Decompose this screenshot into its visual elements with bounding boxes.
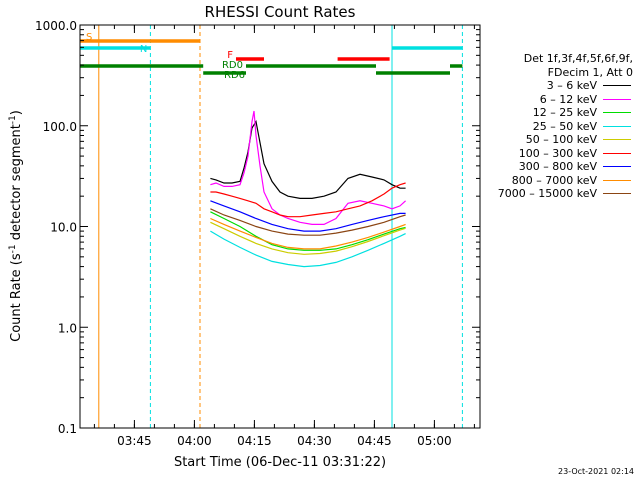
legend-entry-label: 100 – 300 keV xyxy=(518,146,597,160)
legend-entry: 50 – 100 keV xyxy=(483,133,633,147)
legend-swatch xyxy=(603,112,631,113)
legend-swatch xyxy=(603,85,631,86)
y-tick-label-4: 0.1 xyxy=(58,422,77,436)
legend-entry: 100 – 300 keV xyxy=(483,147,633,161)
y-tick-label-3: 1.0 xyxy=(58,321,77,335)
legend: Det 1f,3f,4f,5f,6f,9f, FDecim 1, Att 0 3… xyxy=(483,52,633,201)
legend-entry-label: 6 – 12 keV xyxy=(539,92,597,106)
legend-entry-label: 7000 – 15000 keV xyxy=(497,187,597,200)
series-line-7 xyxy=(210,217,406,250)
series-line-3 xyxy=(210,230,406,268)
legend-entry: 25 – 50 keV xyxy=(483,120,633,134)
legend-swatch xyxy=(603,166,631,167)
legend-entry-label: 12 – 25 keV xyxy=(532,106,597,119)
x-tick-label-1: 04:00 xyxy=(177,434,212,448)
legend-swatch xyxy=(603,179,631,181)
legend-entry: 12 – 25 keV xyxy=(483,106,633,120)
y-tick-label-0: 1000.0 xyxy=(35,19,77,33)
legend-entry-label: 800 – 7000 keV xyxy=(511,173,597,187)
x-tick-label-5: 05:00 xyxy=(417,434,452,448)
series-line-1 xyxy=(210,110,407,225)
state-bar-label-n: N xyxy=(140,44,147,55)
series-line-4 xyxy=(210,221,406,255)
legend-header-line-1: Det 1f,3f,4f,5f,6f,9f, xyxy=(523,52,633,65)
legend-swatch xyxy=(603,125,631,127)
legend-entry-label: 50 – 100 keV xyxy=(525,133,597,146)
series-line-0 xyxy=(210,119,406,199)
legend-entry: 3 – 6 keV xyxy=(483,79,633,93)
legend-entry-label: 25 – 50 keV xyxy=(532,119,597,133)
state-bar-label-s: S xyxy=(86,32,92,43)
x-tick-label-2: 04:15 xyxy=(237,434,272,448)
axes: 1000.0 100.0 10.0 1.0 0.1 03:45 04:00 04:15 04:3… xyxy=(35,19,480,448)
state-bar-label-f: F xyxy=(227,50,233,61)
legend-entry: 7000 – 15000 keV xyxy=(483,187,633,201)
state-bar-label-rd6: RD6 xyxy=(224,70,245,81)
legend-swatch xyxy=(603,139,631,140)
series-line-8 xyxy=(210,208,406,236)
y-axis-label: Count Rate (s-1 detector segment-1) xyxy=(8,110,24,342)
series-line-6 xyxy=(210,200,406,232)
legend-entry: 6 – 12 keV xyxy=(483,93,633,107)
legend-entry-label: 3 – 6 keV xyxy=(546,79,597,92)
y-tick-label-2: 10.0 xyxy=(50,221,77,235)
series-line-2 xyxy=(210,211,406,251)
x-tick-label-3: 04:30 xyxy=(297,434,332,448)
legend-swatch xyxy=(603,193,631,194)
state-bar-label-rd0: RD0 xyxy=(222,60,243,71)
x-tick-label-4: 04:45 xyxy=(357,434,392,448)
legend-header-line-2: FDecim 1, Att 0 xyxy=(547,65,633,79)
chart-title: RHESSI Count Rates xyxy=(205,3,356,21)
generation-timestamp: 23-Oct-2021 02:14 xyxy=(558,467,634,476)
x-axis-label: Start Time (06-Dec-11 03:31:22) xyxy=(174,455,386,470)
series-line-5 xyxy=(210,182,406,218)
y-tick-label-1: 100.0 xyxy=(43,120,77,134)
x-tick-label-0: 03:45 xyxy=(117,434,152,448)
legend-swatch xyxy=(603,98,631,100)
legend-entry: 300 – 800 keV xyxy=(483,160,633,174)
legend-entry: 800 – 7000 keV xyxy=(483,174,633,188)
legend-swatch xyxy=(603,152,631,154)
legend-entry-label: 300 – 800 keV xyxy=(518,160,597,173)
